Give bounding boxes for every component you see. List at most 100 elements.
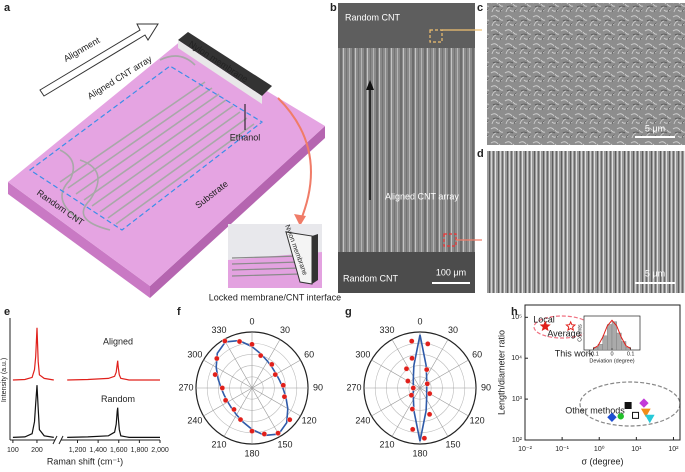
grid-spoke [419, 339, 449, 389]
data-point [426, 390, 433, 397]
data-point [405, 378, 411, 384]
histogram-bar [607, 324, 613, 351]
zoom-box [429, 29, 443, 43]
cnt-lines [59, 55, 255, 231]
panel-label: e [4, 306, 10, 318]
cnt [59, 81, 206, 183]
cnt [231, 255, 301, 259]
data-point [539, 320, 551, 332]
sem-image [487, 151, 685, 293]
cnt [67, 87, 213, 189]
panel-label: b [330, 2, 337, 14]
cnt [59, 149, 81, 221]
nylon-membrane-face [178, 40, 262, 104]
data-point [408, 392, 415, 398]
plot-frame [524, 304, 681, 441]
y-tick-label: 10² [512, 437, 523, 444]
series-line [12, 385, 160, 438]
grid-spoke [251, 339, 281, 389]
data-point [640, 408, 651, 418]
data-point [639, 398, 649, 408]
data-point [222, 397, 229, 404]
direction-arrowhead [366, 80, 374, 90]
annotation: Average [547, 328, 580, 338]
inset-membrane-edge [312, 234, 318, 284]
theta-tick-label: 60 [304, 349, 314, 359]
data-point [236, 338, 243, 345]
data-point [237, 416, 244, 423]
scale-label: 100 μm [436, 267, 466, 277]
series-label: Aligned [103, 336, 133, 346]
annotation: This work [555, 348, 594, 358]
annotation: Aligned CNT array [385, 191, 459, 201]
zoom-arrowhead [294, 214, 306, 226]
substrate [8, 40, 325, 286]
cnt [91, 105, 234, 207]
panel-label: f [177, 306, 181, 318]
panel-label: d [477, 148, 484, 160]
data-point [249, 341, 255, 348]
theta-tick-label: 270 [178, 382, 193, 392]
data-point [272, 371, 279, 378]
data-point [607, 412, 617, 422]
theta-tick-label: 30 [280, 325, 290, 335]
x-tick-label: 2,000 [151, 447, 169, 454]
x-tick-label: 10⁻¹ [555, 446, 569, 453]
data-point [421, 435, 428, 442]
inset-x-label: Deviation (degree) [589, 358, 634, 364]
x-tick-label: 10⁰ [594, 445, 605, 453]
series-line [12, 327, 160, 381]
y-tick-label: 10⁵ [511, 314, 522, 321]
inset-x-tick-label: −0.1 [588, 351, 599, 357]
data-point [424, 341, 431, 347]
theta-tick-label: 180 [412, 448, 427, 458]
theta-tick-label: 150 [445, 440, 460, 450]
grid-spoke [391, 387, 421, 437]
y-axis-label: Intensity (a.u.) [1, 358, 8, 402]
panel-b: b Random CNT Aligned CNT array Random CN… [330, 2, 482, 293]
theta-tick-label: 120 [470, 415, 485, 425]
data-point [410, 385, 417, 391]
theta-tick-label: 90 [313, 382, 323, 392]
inset-y-label: Counts [577, 324, 583, 342]
panel-label: a [4, 2, 11, 14]
theta-tick-label: 240 [187, 415, 202, 425]
panel-label: h [511, 306, 518, 318]
x-tick-label: 1,200 [69, 447, 87, 454]
cnt [75, 93, 220, 195]
random-region [338, 252, 475, 293]
cnt [79, 159, 111, 231]
theta-tick-label: 90 [481, 382, 491, 392]
y-tick-label: 10⁴ [511, 355, 522, 362]
data-point [222, 338, 228, 344]
grid-spoke [251, 387, 301, 417]
cnt [231, 261, 301, 265]
axis-break [52, 435, 64, 445]
x-tick-label: 1,800 [131, 447, 149, 454]
cnt [231, 273, 301, 277]
theta-tick-label: 210 [211, 440, 226, 450]
panel-c: c 5 μm [477, 2, 685, 145]
data-point [275, 430, 281, 436]
data-point [565, 320, 577, 332]
theta-tick-label: 0 [417, 316, 422, 326]
panel-label: g [345, 306, 352, 318]
grid-spoke [223, 339, 253, 389]
data-point [632, 411, 640, 419]
grid-spoke [371, 359, 421, 389]
x-tick-label: 10⁻² [518, 446, 532, 453]
inset-cnt [231, 255, 301, 277]
x-axis-label: Raman shift (cm⁻¹) [47, 456, 123, 466]
annotation: Ethanol [230, 132, 261, 142]
y-axis-label: Length/diameter ratio [496, 330, 506, 415]
data-point [617, 413, 624, 420]
caption: Locked membrane/CNT interface [209, 292, 341, 302]
data-point [403, 365, 410, 372]
panel-label: c [477, 2, 483, 14]
data-point [261, 431, 268, 437]
histogram-bar [611, 321, 617, 351]
scale-label: 5 μm [645, 268, 665, 278]
histogram-bar [602, 335, 608, 351]
